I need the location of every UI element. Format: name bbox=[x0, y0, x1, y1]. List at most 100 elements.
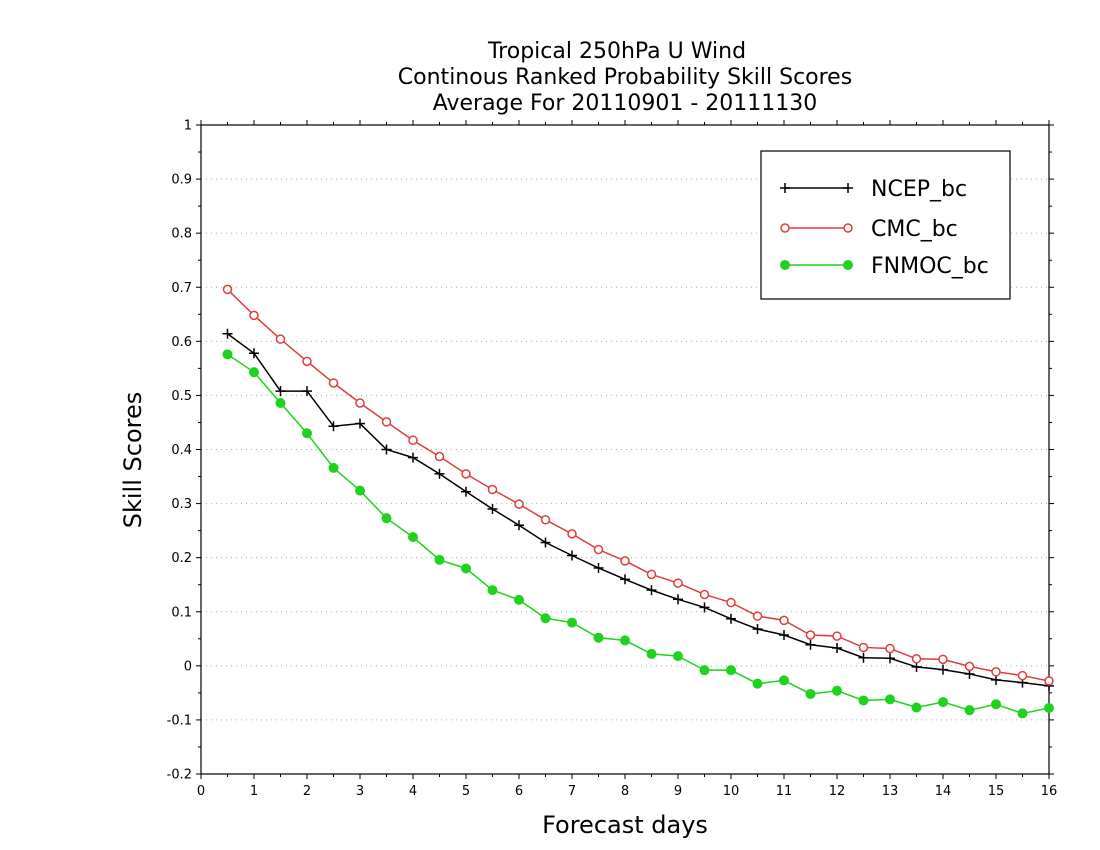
data-point bbox=[461, 486, 471, 497]
chart-title-line-2: Continous Ranked Probability Skill Score… bbox=[398, 65, 852, 90]
data-point bbox=[673, 594, 683, 605]
y-tick-label: 0.5 bbox=[171, 389, 192, 404]
data-point bbox=[699, 602, 710, 613]
y-tick-label: 0.7 bbox=[171, 281, 192, 296]
data-point bbox=[249, 310, 259, 321]
data-point bbox=[408, 452, 418, 463]
data-point bbox=[938, 664, 948, 675]
data-point bbox=[779, 615, 789, 626]
data-point bbox=[328, 378, 339, 388]
data-point bbox=[381, 513, 392, 524]
series-line bbox=[226, 288, 1050, 682]
data-point bbox=[832, 685, 842, 696]
x-tick-label: 16 bbox=[1041, 784, 1058, 799]
data-point bbox=[355, 418, 365, 429]
data-point bbox=[646, 648, 657, 659]
data-point bbox=[964, 661, 975, 672]
chart-title-line-3: Average For 20110901 - 20111130 bbox=[433, 91, 818, 116]
x-tick-label: 9 bbox=[674, 784, 682, 799]
legend-label: CMC_bc bbox=[871, 217, 958, 242]
data-point bbox=[461, 563, 471, 574]
data-point bbox=[699, 589, 710, 600]
data-point bbox=[620, 556, 630, 566]
y-tick-label: 0.2 bbox=[171, 551, 192, 566]
legend-entry-cmc-bc: CMC_bc bbox=[780, 217, 958, 242]
x-tick-label: 14 bbox=[935, 784, 952, 799]
legend-marker bbox=[843, 223, 853, 233]
data-point bbox=[540, 537, 551, 548]
data-point bbox=[514, 499, 524, 509]
data-point bbox=[646, 569, 657, 580]
y-axis-label: Skill Scores bbox=[119, 392, 147, 529]
data-point bbox=[567, 550, 577, 561]
data-point bbox=[699, 665, 710, 676]
series-line bbox=[227, 333, 1050, 687]
data-point bbox=[646, 585, 657, 596]
y-axis-ticks: -0.2 -0.1 0 0.1 0.2 0.3 0.4 0.5 0.6 0.7 0.8 0.9 1 bbox=[167, 119, 1054, 783]
data-point bbox=[938, 697, 948, 708]
chart-title-line-1: Tropical 250hPa U Wind bbox=[487, 39, 746, 64]
data-point bbox=[911, 654, 922, 664]
x-tick-label: 12 bbox=[829, 784, 846, 799]
data-point bbox=[487, 585, 498, 596]
legend-marker bbox=[843, 260, 853, 270]
x-tick-label: 1 bbox=[250, 784, 258, 799]
x-tick-label: 4 bbox=[409, 784, 417, 799]
data-point bbox=[593, 562, 604, 573]
data-point bbox=[726, 665, 736, 676]
data-point bbox=[249, 348, 259, 359]
data-point bbox=[381, 444, 392, 455]
data-point bbox=[673, 651, 683, 662]
data-point bbox=[1017, 708, 1028, 719]
x-axis-ticks: 0 1 2 3 4 5 6 7 8 9 10 11 12 13 14 15 16 bbox=[197, 120, 1057, 799]
y-tick-label: 0.8 bbox=[171, 227, 192, 242]
data-point bbox=[302, 356, 312, 367]
x-tick-label: 7 bbox=[568, 784, 576, 799]
data-point bbox=[328, 462, 339, 473]
data-point bbox=[911, 702, 922, 713]
data-point bbox=[858, 642, 869, 653]
data-point bbox=[805, 639, 816, 650]
data-point bbox=[540, 613, 551, 624]
x-tick-label: 15 bbox=[988, 784, 1005, 799]
data-point bbox=[858, 695, 869, 706]
data-point bbox=[461, 469, 471, 479]
data-point bbox=[991, 674, 1001, 685]
series-fnmoc-bc bbox=[222, 349, 1054, 719]
legend-marker bbox=[780, 223, 790, 233]
data-point bbox=[911, 661, 922, 672]
x-tick-label: 10 bbox=[723, 784, 740, 799]
y-tick-label: 0.9 bbox=[171, 173, 192, 188]
y-tick-label: -0.1 bbox=[167, 713, 192, 728]
chart-title: Tropical 250hPa U Wind Continous Ranked … bbox=[398, 39, 852, 116]
data-point bbox=[514, 520, 524, 531]
x-tick-label: 5 bbox=[462, 784, 470, 799]
y-tick-label: 0.6 bbox=[171, 335, 192, 350]
y-tick-label: 0.1 bbox=[171, 605, 192, 620]
data-point bbox=[302, 386, 312, 397]
data-point bbox=[434, 451, 445, 462]
data-point bbox=[885, 653, 895, 664]
y-tick-label: 0.3 bbox=[171, 497, 192, 512]
x-tick-label: 8 bbox=[621, 784, 629, 799]
data-point bbox=[885, 643, 895, 654]
data-point bbox=[567, 617, 577, 628]
data-point bbox=[434, 554, 445, 565]
data-point bbox=[991, 699, 1001, 710]
data-point bbox=[832, 631, 842, 641]
x-tick-label: 3 bbox=[356, 784, 364, 799]
data-point bbox=[408, 532, 418, 543]
x-tick-label: 2 bbox=[303, 784, 311, 799]
data-point bbox=[805, 688, 816, 699]
legend-entry-ncep-bc: NCEP_bc bbox=[780, 177, 967, 202]
legend: NCEP_bc CMC_bc FNMOC_bc bbox=[760, 150, 1011, 300]
series-cmc-bc bbox=[222, 284, 1054, 686]
data-point bbox=[620, 635, 630, 646]
series-ncep-bc bbox=[222, 328, 1054, 691]
legend-label: FNMOC_bc bbox=[871, 254, 989, 279]
data-point bbox=[275, 386, 286, 397]
data-point bbox=[275, 334, 286, 344]
data-point bbox=[328, 421, 339, 432]
